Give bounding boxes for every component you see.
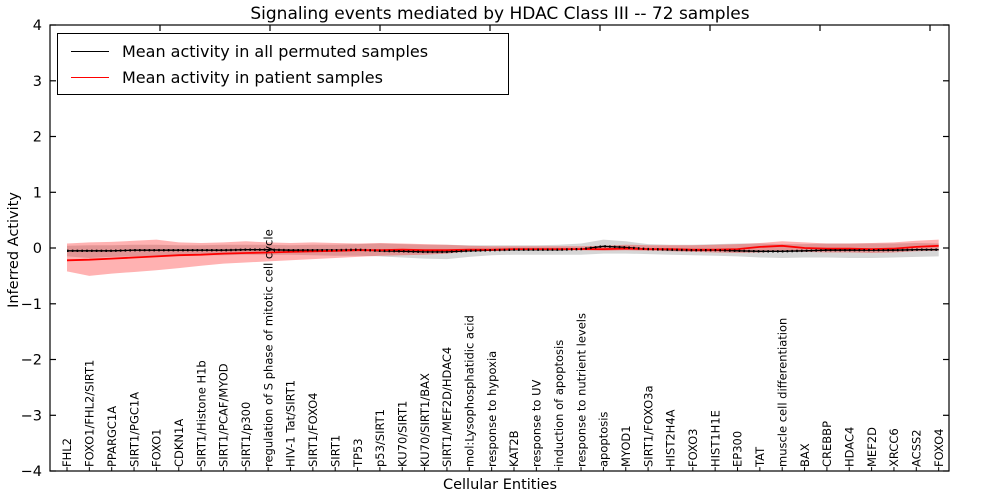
y-tick-label: 4 xyxy=(33,18,42,34)
permuted-mean-dotted-overlay xyxy=(67,245,939,254)
y-tick-label: −1 xyxy=(21,297,42,313)
x-category-label: apoptosis xyxy=(597,412,611,467)
x-category-label: HDAC4 xyxy=(843,427,857,467)
y-tick-label: −4 xyxy=(21,464,42,480)
x-category-label: SIRT1/FOXO4 xyxy=(306,392,320,467)
y-tick-label: 1 xyxy=(33,185,42,201)
x-category-label: response to UV xyxy=(530,379,544,467)
y-tick-label: −3 xyxy=(21,408,42,424)
x-category-label: BAX xyxy=(798,443,812,467)
x-category-label: regulation of S phase of mitotic cell cy… xyxy=(261,229,275,467)
x-category-label: SIRT1/PGC1A xyxy=(127,392,141,467)
x-category-label: MYOD1 xyxy=(619,425,633,467)
patient-line-swatch-icon xyxy=(71,76,109,78)
patient-mean-line xyxy=(66,244,939,262)
legend: Mean activity in all permuted samples Me… xyxy=(57,33,509,95)
x-category-label: FOXO1 xyxy=(150,429,164,467)
y-tick-label: 0 xyxy=(33,241,42,257)
x-category-label: FOXO3 xyxy=(686,429,700,467)
legend-label-patient: Mean activity in patient samples xyxy=(122,67,383,87)
x-category-label: response to nutrient levels xyxy=(574,313,588,467)
x-category-label: ACSS2 xyxy=(910,429,924,467)
y-axis-label: Inferred Activity xyxy=(6,192,22,308)
x-category-label: FOXO4 xyxy=(932,429,946,467)
legend-entry-permuted: Mean activity in all permuted samples xyxy=(58,42,508,61)
x-category-label: muscle cell differentiation xyxy=(775,318,789,467)
x-category-label: KU70/SIRT1 xyxy=(395,401,409,467)
chart-title: Signaling events mediated by HDAC Class … xyxy=(250,4,750,24)
x-category-label: TAT xyxy=(753,446,767,468)
x-category-label: induction of apoptosis xyxy=(552,340,566,467)
x-category-label: TP53 xyxy=(351,438,365,468)
permuted-line-swatch-icon xyxy=(71,50,109,52)
x-category-label: FHL2 xyxy=(60,438,74,467)
x-category-label: PPARGC1A xyxy=(105,406,119,467)
x-category-label: KAT2B xyxy=(507,430,521,467)
x-category-label: FOXO1/FHL2/SIRT1 xyxy=(83,360,97,467)
x-category-label: EP300 xyxy=(731,431,745,467)
y-tick-label: −2 xyxy=(21,353,42,369)
x-category-label: response to hypoxia xyxy=(485,351,499,467)
y-tick-label: 3 xyxy=(33,74,42,90)
x-category-label: SIRT1 xyxy=(328,435,342,467)
x-category-label: SIRT1/PCAF/MYOD xyxy=(217,363,231,467)
x-category-label: SIRT1/MEF2D/HDAC4 xyxy=(440,347,454,467)
legend-label-permuted: Mean activity in all permuted samples xyxy=(122,41,429,61)
x-category-label: KU70/SIRT1/BAX xyxy=(418,373,432,467)
x-category-label: HIST2H4A xyxy=(664,409,678,467)
x-category-label: HIV-1 Tat/SIRT1 xyxy=(284,380,298,467)
x-category-label: SIRT1/FOXO3a xyxy=(641,385,655,467)
x-category-label: HIST1H1E xyxy=(708,410,722,467)
legend-entry-patient: Mean activity in patient samples xyxy=(58,68,508,87)
x-category-label: MEF2D xyxy=(865,427,879,467)
x-category-label: mol:Lysophosphatidic acid xyxy=(463,315,477,467)
x-category-label: CREBBP xyxy=(820,421,834,467)
x-category-label: p53/SIRT1 xyxy=(373,409,387,467)
x-category-label: SIRT1/p300 xyxy=(239,402,253,467)
x-category-label: XRCC6 xyxy=(887,428,901,467)
y-tick-label: 2 xyxy=(33,130,42,146)
x-category-label: SIRT1/Histone H1b xyxy=(194,360,208,467)
x-category-label: CDKN1A xyxy=(172,419,186,467)
x-axis-label: Cellular Entities xyxy=(442,477,558,493)
